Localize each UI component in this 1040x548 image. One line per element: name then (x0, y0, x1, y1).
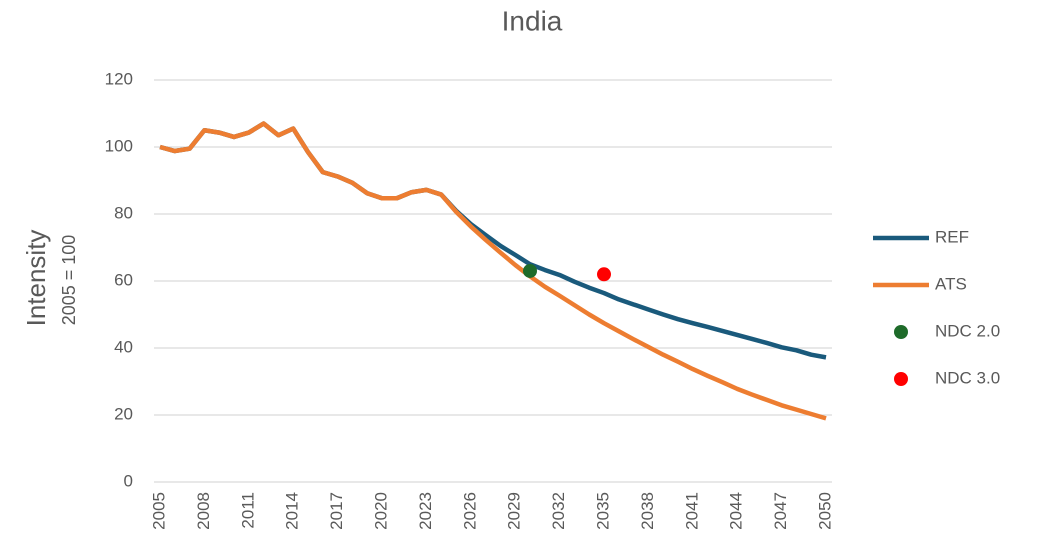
y-tick-label: 60 (114, 270, 133, 289)
legend-label: ATS (935, 274, 967, 293)
data-point (523, 263, 537, 278)
data-point (597, 267, 611, 282)
x-tick-label: 2014 (283, 492, 302, 530)
y-tick-label: 0 (124, 471, 133, 490)
x-tick-label: 2026 (460, 492, 479, 530)
x-tick-label: 2032 (549, 492, 568, 530)
x-tick-label: 2050 (815, 492, 834, 530)
x-tick-label: 2023 (416, 492, 435, 530)
x-tick-label: 2008 (194, 492, 213, 530)
x-tick-label: 2029 (505, 492, 524, 530)
legend-swatch (894, 372, 908, 386)
y-axis-label: Intensity (21, 230, 51, 327)
legend-swatch (894, 325, 908, 339)
x-tick-label: 2011 (238, 492, 257, 529)
y-tick-label: 20 (114, 404, 133, 423)
y-axis-sublabel: 2005 = 100 (59, 235, 79, 326)
y-tick-label: 40 (114, 337, 133, 356)
x-tick-label: 2005 (149, 492, 168, 530)
x-tick-label: 2017 (327, 492, 346, 530)
y-tick-label: 100 (105, 136, 133, 155)
x-tick-label: 2044 (727, 492, 746, 530)
legend-label: NDC 3.0 (935, 368, 1000, 387)
y-tick-label: 120 (105, 69, 133, 88)
line-series (159, 121, 827, 360)
legend-label: NDC 2.0 (935, 321, 1000, 340)
x-tick-label: 2047 (771, 492, 790, 530)
legend-label: REF (935, 227, 969, 246)
y-tick-label: 80 (114, 203, 133, 222)
x-tick-label: 2020 (371, 492, 390, 530)
x-tick-label: 2038 (638, 492, 657, 530)
chart-title: India (502, 5, 563, 36)
line-series (159, 121, 827, 421)
x-tick-label: 2041 (682, 492, 701, 530)
x-tick-label: 2035 (593, 492, 612, 530)
